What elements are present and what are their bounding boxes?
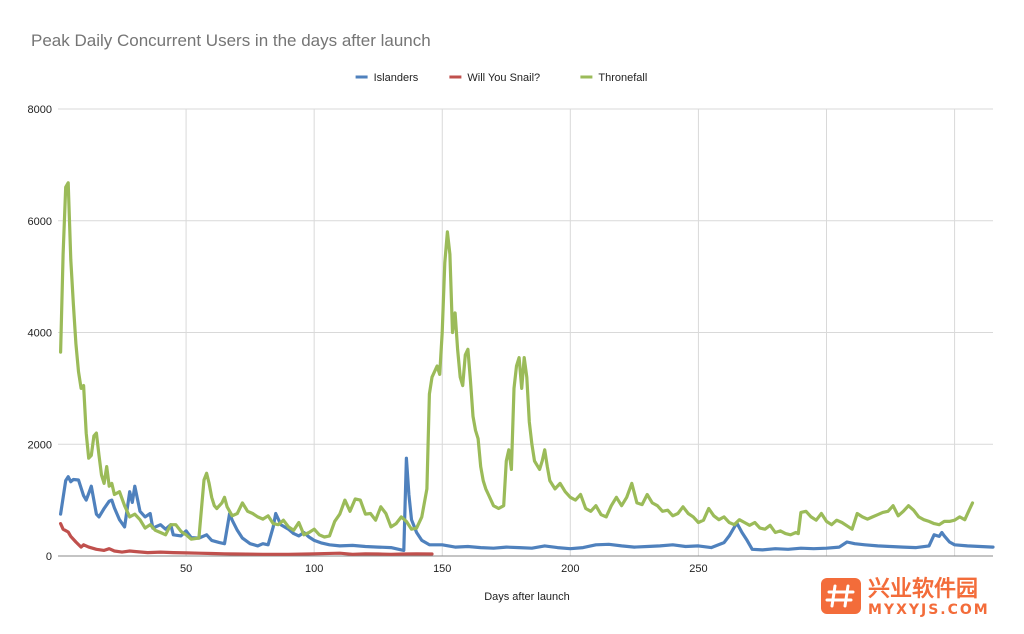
- y-tick-label: 8000: [28, 104, 52, 116]
- axes: 0 2000 4000 6000 8000 50 100 150 200 250: [28, 104, 993, 575]
- legend-item-1: Islanders: [355, 72, 419, 84]
- grid: [58, 108, 993, 557]
- x-tick-label: 100: [305, 563, 323, 575]
- x-tick-label: 50: [180, 563, 192, 575]
- y-tick-label: 2000: [28, 439, 52, 451]
- legend-label: Will You Snail?: [467, 72, 540, 84]
- x-axis-title: Days after launch: [484, 591, 570, 603]
- series-line-2: [59, 522, 434, 556]
- x-tick-label: 200: [561, 563, 579, 575]
- series-line-3: [59, 181, 975, 541]
- chart-title: Peak Daily Concurrent Users in the days …: [31, 31, 431, 50]
- legend: Islanders Will You Snail? Thronefall: [355, 72, 647, 84]
- watermark-brand-en: MYXYJS.COM: [868, 602, 990, 618]
- y-tick-label: 4000: [28, 328, 52, 340]
- x-tick-label: 150: [433, 563, 451, 575]
- hash-glyph: [825, 584, 855, 608]
- legend-item-3: Thronefall: [580, 72, 647, 84]
- watermark-brand-cn: 兴业软件园: [868, 576, 978, 602]
- x-tick-label: 250: [689, 563, 707, 575]
- y-tick-label: 0: [46, 551, 52, 563]
- series-line-1: [59, 456, 995, 552]
- hash-badge-icon: [821, 578, 861, 614]
- y-tick-label: 6000: [28, 216, 52, 228]
- watermark: 兴业软件园 MYXYJS.COM: [821, 576, 990, 618]
- legend-item-2: Will You Snail?: [449, 72, 540, 84]
- legend-label: Islanders: [374, 72, 419, 84]
- series-layer: [59, 181, 995, 556]
- legend-label: Thronefall: [598, 72, 647, 84]
